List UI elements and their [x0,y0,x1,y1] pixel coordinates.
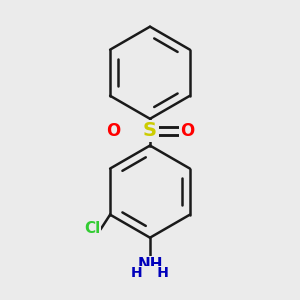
Text: Cl: Cl [84,221,100,236]
Text: H   H: H H [131,266,169,280]
Text: O: O [180,122,194,140]
Text: NH: NH [137,257,163,272]
Text: S: S [143,121,157,140]
Text: O: O [106,122,120,140]
